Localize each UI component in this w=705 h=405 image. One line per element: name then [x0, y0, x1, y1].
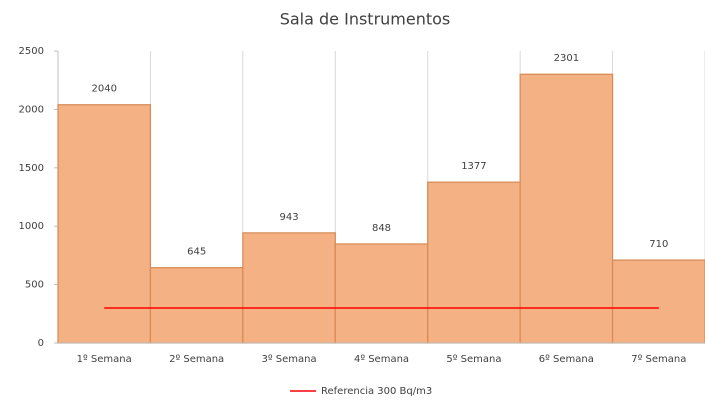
- data-label: 943: [280, 212, 299, 223]
- x-tick-label: 6º Semana: [539, 354, 594, 365]
- y-tick-label: 500: [25, 280, 44, 291]
- y-tick-label: 1000: [19, 221, 44, 232]
- data-label: 710: [649, 239, 668, 250]
- bar: [242, 232, 336, 344]
- y-tick-label: 2000: [19, 104, 44, 115]
- data-label: 1377: [461, 161, 486, 172]
- x-tick-label: 1º Semana: [77, 354, 132, 365]
- data-label: 848: [372, 223, 391, 234]
- data-label: 2040: [91, 84, 116, 95]
- x-tick-label: 3º Semana: [262, 354, 317, 365]
- bar: [427, 181, 521, 344]
- x-tick-label: 7º Semana: [631, 354, 686, 365]
- x-tick-label: 4º Semana: [354, 354, 409, 365]
- legend-label: Referencia 300 Bq/m3: [321, 386, 432, 397]
- y-tick-label: 1500: [19, 163, 44, 174]
- chart-title: Sala de Instrumentos: [280, 10, 451, 29]
- y-tick-label: 0: [38, 338, 44, 349]
- bar: [519, 73, 614, 344]
- bar: [57, 104, 152, 344]
- bar: [611, 259, 705, 344]
- data-label: 645: [187, 247, 206, 258]
- y-tick-label: 2500: [19, 46, 44, 57]
- bar: [334, 243, 429, 344]
- bar: [149, 267, 244, 344]
- x-tick-label: 2º Semana: [169, 354, 224, 365]
- x-tick-label: 5º Semana: [446, 354, 501, 365]
- data-label: 2301: [554, 53, 579, 64]
